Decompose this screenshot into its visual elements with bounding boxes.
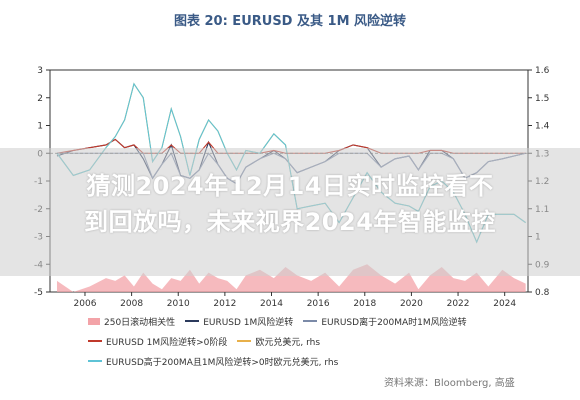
legend-label: 250日滚动相关性 bbox=[104, 317, 176, 328]
legend-swatch bbox=[88, 340, 102, 342]
area-layer bbox=[56, 264, 526, 292]
series-area-0 bbox=[56, 264, 526, 292]
legend-swatch bbox=[237, 340, 252, 342]
chart-legend: 250日滚动相关性 EURUSD 1M风险逆转 EURUSD离于200MA时1M风险… bbox=[88, 311, 558, 371]
legend-swatch bbox=[303, 320, 318, 322]
left-tick-label: -5 bbox=[34, 288, 43, 298]
right-tick-label: 1.5 bbox=[535, 94, 549, 104]
right-tick-label: 0.8 bbox=[535, 288, 550, 298]
legend-label: EURUSD 1M风险逆转>0阶段 bbox=[106, 337, 228, 348]
right-tick-label: 1.6 bbox=[535, 66, 550, 76]
legend-swatch bbox=[185, 320, 200, 322]
left-tick-label: 1 bbox=[37, 122, 43, 132]
right-tick-label: 1.4 bbox=[535, 122, 550, 132]
x-tick-label: 2016 bbox=[307, 299, 330, 309]
legend-item: EURUSD 1M风险逆转>0阶段 bbox=[88, 335, 227, 348]
legend-row: EURUSD 1M风险逆转>0阶段 欧元兑美元, rhs bbox=[88, 331, 558, 351]
legend-swatch bbox=[88, 360, 102, 362]
x-axis: 2006 2008 2010 2012 2014 2016 2018 2020 2022 2024 bbox=[74, 292, 516, 309]
legend-label: EURUSD高于200MA且1M风险逆转>0时欧元兑美元, rhs bbox=[106, 357, 339, 368]
legend-label: EURUSD 1M风险逆转 bbox=[203, 317, 294, 328]
legend-swatch bbox=[88, 317, 100, 325]
x-tick-label: 2012 bbox=[213, 299, 236, 309]
legend-item: 250日滚动相关性 bbox=[88, 315, 175, 328]
chart-title: 图表 20: EURUSD 及其 1M 风险逆转 bbox=[173, 14, 407, 29]
legend-item: EURUSD 1M风险逆转 bbox=[185, 315, 293, 328]
overlay-headline-line-2: 到回放吗，未来视界2024年智能监控 bbox=[84, 208, 496, 236]
x-tick-label: 2006 bbox=[74, 299, 97, 309]
source-note: 资料来源：Bloomberg, 高盛 bbox=[384, 378, 515, 389]
x-tick-label: 2014 bbox=[260, 299, 283, 309]
legend-label: 欧元兑美元, rhs bbox=[255, 337, 321, 348]
x-tick-label: 2018 bbox=[353, 299, 376, 309]
legend-row: EURUSD高于200MA且1M风险逆转>0时欧元兑美元, rhs bbox=[88, 351, 558, 371]
legend-label: EURUSD离于200MA时1M风险逆转 bbox=[321, 317, 467, 328]
x-tick-label: 2008 bbox=[120, 299, 143, 309]
overlay-banner: 猜测2024年12月14日实时监控看不 到回放吗，未来视界2024年智能监控 bbox=[0, 148, 580, 276]
x-tick-label: 2020 bbox=[400, 299, 423, 309]
x-tick-label: 2022 bbox=[447, 299, 470, 309]
legend-item: 欧元兑美元, rhs bbox=[237, 335, 320, 348]
x-tick-label: 2010 bbox=[167, 299, 190, 309]
legend-item: EURUSD高于200MA且1M风险逆转>0时欧元兑美元, rhs bbox=[88, 355, 338, 368]
x-tick-label: 2024 bbox=[493, 299, 516, 309]
left-tick-label: 3 bbox=[37, 66, 43, 76]
legend-row: 250日滚动相关性 EURUSD 1M风险逆转 EURUSD离于200MA时1M风险… bbox=[88, 311, 558, 331]
legend-item: EURUSD离于200MA时1M风险逆转 bbox=[303, 315, 467, 328]
left-tick-label: 2 bbox=[37, 94, 43, 104]
overlay-headline-line-1: 猜测2024年12月14日实时监控看不 bbox=[86, 172, 494, 200]
